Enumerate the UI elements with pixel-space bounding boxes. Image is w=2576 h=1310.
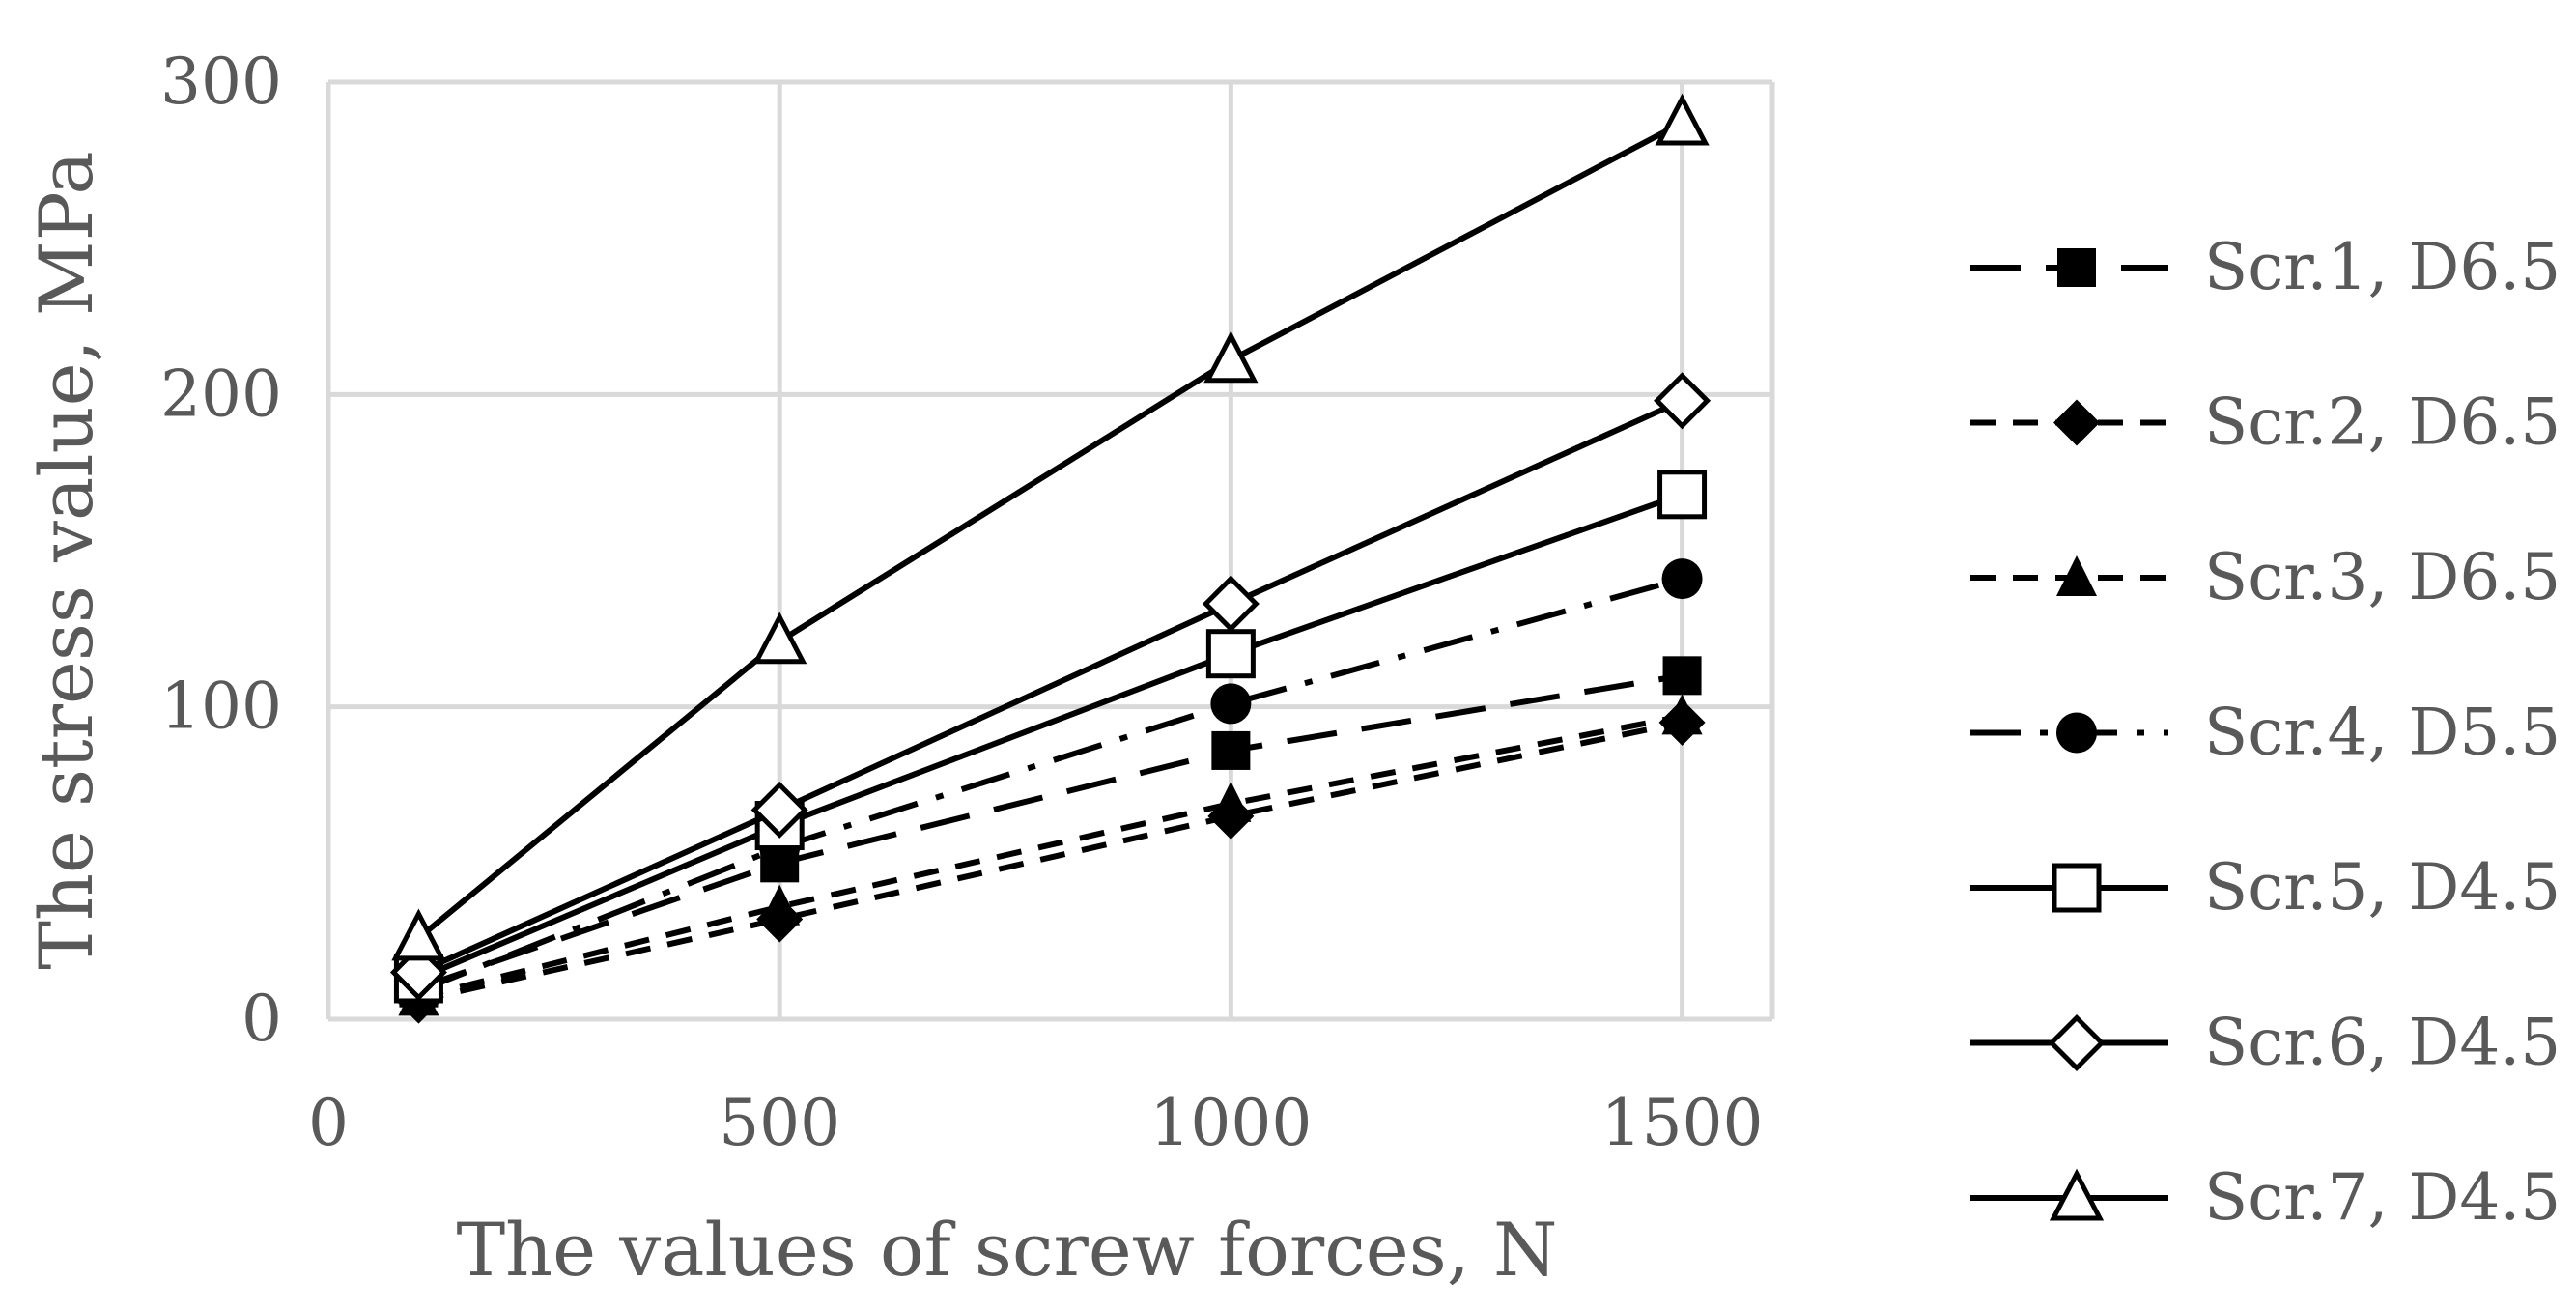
- series-group: [389, 93, 1712, 1024]
- data-point: [1210, 683, 1252, 725]
- y-tick-label: 300: [160, 44, 282, 119]
- y-axis-title: The stress value, MPa: [23, 151, 109, 969]
- y-tick-label: 200: [160, 356, 282, 431]
- series-4: [398, 558, 1703, 1011]
- legend-marker: [2048, 1013, 2106, 1072]
- series-line: [417, 576, 1684, 994]
- data-point: [1211, 730, 1251, 770]
- legend: Scr.1, D6.5 Scr.2, D6.5 Scr.3, D6.5 Scr.4, …: [1970, 230, 2561, 1235]
- x-tick-label: 0: [308, 1086, 349, 1160]
- legend-label: Scr.4, D5.5: [2204, 696, 2561, 770]
- series-5: [393, 470, 1708, 1004]
- data-point: [1661, 558, 1703, 600]
- data-point: [1657, 470, 1708, 520]
- data-point: [1205, 629, 1256, 679]
- legend-label: Scr.6, D4.5: [2204, 1006, 2561, 1080]
- series-line: [416, 120, 1684, 941]
- data-point: [1654, 372, 1712, 430]
- data-point: [1203, 330, 1259, 384]
- legend-item: Scr.1, D6.5: [1970, 230, 2561, 304]
- x-tick-label: 1500: [1601, 1086, 1764, 1160]
- legend-item: Scr.7, D4.5: [1970, 1160, 2561, 1235]
- x-tick-label: 1000: [1149, 1086, 1312, 1160]
- series-line: [417, 672, 1684, 991]
- series-line: [417, 491, 1684, 982]
- legend-marker: [2056, 555, 2097, 596]
- data-point: [391, 908, 446, 961]
- data-point: [1202, 575, 1260, 633]
- grid-lines: [326, 79, 1775, 1022]
- legend-marker: [2056, 712, 2097, 754]
- data-point: [1661, 694, 1703, 735]
- legend-label: Scr.5, D4.5: [2204, 850, 2561, 925]
- legend-item: Scr.3, D6.5: [1970, 540, 2561, 614]
- legend-marker: [2053, 399, 2100, 446]
- y-tick-label: 0: [241, 982, 282, 1056]
- series-7: [391, 93, 1710, 961]
- legend-item: Scr.5, D4.5: [1970, 850, 2561, 925]
- data-point: [752, 612, 807, 665]
- legend-item: Scr.4, D5.5: [1970, 696, 2561, 770]
- series-line: [417, 713, 1684, 1001]
- legend-label: Scr.7, D4.5: [2204, 1160, 2561, 1235]
- series-line: [417, 719, 1684, 1004]
- y-tick-label: 100: [160, 669, 282, 744]
- x-tick-label: 500: [719, 1086, 840, 1160]
- series-line: [417, 398, 1684, 976]
- x-axis-title: The values of screw forces, N: [456, 1207, 1557, 1293]
- data-point: [1655, 93, 1710, 146]
- tick-labels: 0 100 200 300 0 500 1000 1500: [160, 44, 1764, 1160]
- data-point: [1662, 656, 1702, 696]
- legend-marker: [2052, 863, 2102, 913]
- data-point: [750, 781, 808, 839]
- data-point: [1210, 781, 1252, 822]
- legend-label: Scr.1, D6.5: [2204, 230, 2561, 304]
- legend-marker: [2057, 248, 2096, 287]
- legend-item: Scr.6, D4.5: [1970, 1006, 2561, 1080]
- legend-marker: [2049, 1168, 2105, 1221]
- data-point: [759, 884, 801, 926]
- legend-label: Scr.3, D6.5: [2204, 540, 2561, 614]
- legend-label: Scr.2, D6.5: [2204, 385, 2561, 460]
- legend-item: Scr.2, D6.5: [1970, 385, 2561, 460]
